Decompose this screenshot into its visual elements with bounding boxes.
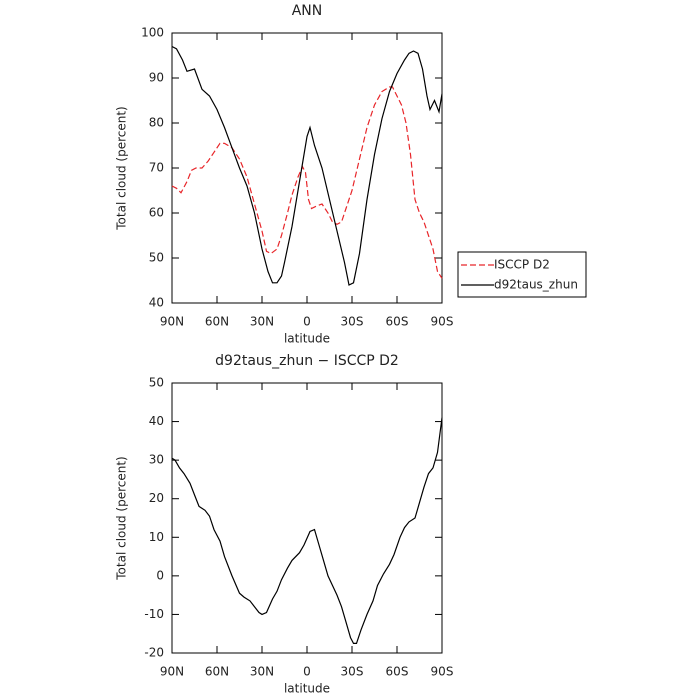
chart-title: ANN bbox=[292, 3, 323, 19]
y-axis-label: Total cloud (percent) bbox=[115, 456, 129, 580]
y-tick-label: 50 bbox=[149, 376, 164, 390]
y-axis-label: Total cloud (percent) bbox=[115, 106, 129, 230]
data-line bbox=[171, 417, 443, 644]
y-tick-label: 50 bbox=[149, 251, 164, 265]
x-tick-label: 30S bbox=[341, 665, 364, 679]
x-tick-label: 90N bbox=[160, 665, 184, 679]
y-tick-label: 20 bbox=[149, 491, 164, 505]
y-tick-label: 0 bbox=[156, 568, 164, 582]
x-tick-label: 60S bbox=[386, 315, 409, 329]
y-tick-label: 30 bbox=[149, 453, 164, 467]
data-line bbox=[171, 45, 443, 286]
x-tick-label: 30N bbox=[250, 665, 274, 679]
x-tick-label: 60S bbox=[386, 665, 409, 679]
y-tick-label: 40 bbox=[149, 296, 164, 310]
x-tick-label: 60N bbox=[205, 665, 229, 679]
legend-box bbox=[457, 251, 587, 298]
y-tick-label: 40 bbox=[149, 414, 164, 428]
x-axis-label: latitude bbox=[284, 332, 330, 346]
plot-frame bbox=[171, 32, 443, 304]
data-line bbox=[171, 86, 443, 279]
legend-label: ISCCP D2 bbox=[494, 258, 550, 272]
x-tick-label: 90S bbox=[431, 315, 454, 329]
x-tick-label: 90S bbox=[431, 665, 454, 679]
x-tick-label: 60N bbox=[205, 315, 229, 329]
x-tick-label: 30N bbox=[250, 315, 274, 329]
x-tick-label: 0 bbox=[303, 315, 311, 329]
y-tick-label: 10 bbox=[149, 530, 164, 544]
x-axis-label: latitude bbox=[284, 682, 330, 696]
y-tick-label: 90 bbox=[149, 71, 164, 85]
x-tick-label: 30S bbox=[341, 315, 364, 329]
legend-label: d92taus_zhun bbox=[494, 278, 578, 292]
x-tick-label: 90N bbox=[160, 315, 184, 329]
x-tick-label: 0 bbox=[303, 665, 311, 679]
y-tick-label: -20 bbox=[144, 646, 164, 660]
y-tick-label: -10 bbox=[144, 607, 164, 621]
chart-title: d92taus_zhun − ISCCP D2 bbox=[215, 353, 399, 369]
plot-frame bbox=[171, 382, 443, 654]
y-tick-label: 70 bbox=[149, 161, 164, 175]
y-tick-label: 80 bbox=[149, 116, 164, 130]
y-tick-label: 60 bbox=[149, 206, 164, 220]
y-tick-label: 100 bbox=[141, 26, 164, 40]
